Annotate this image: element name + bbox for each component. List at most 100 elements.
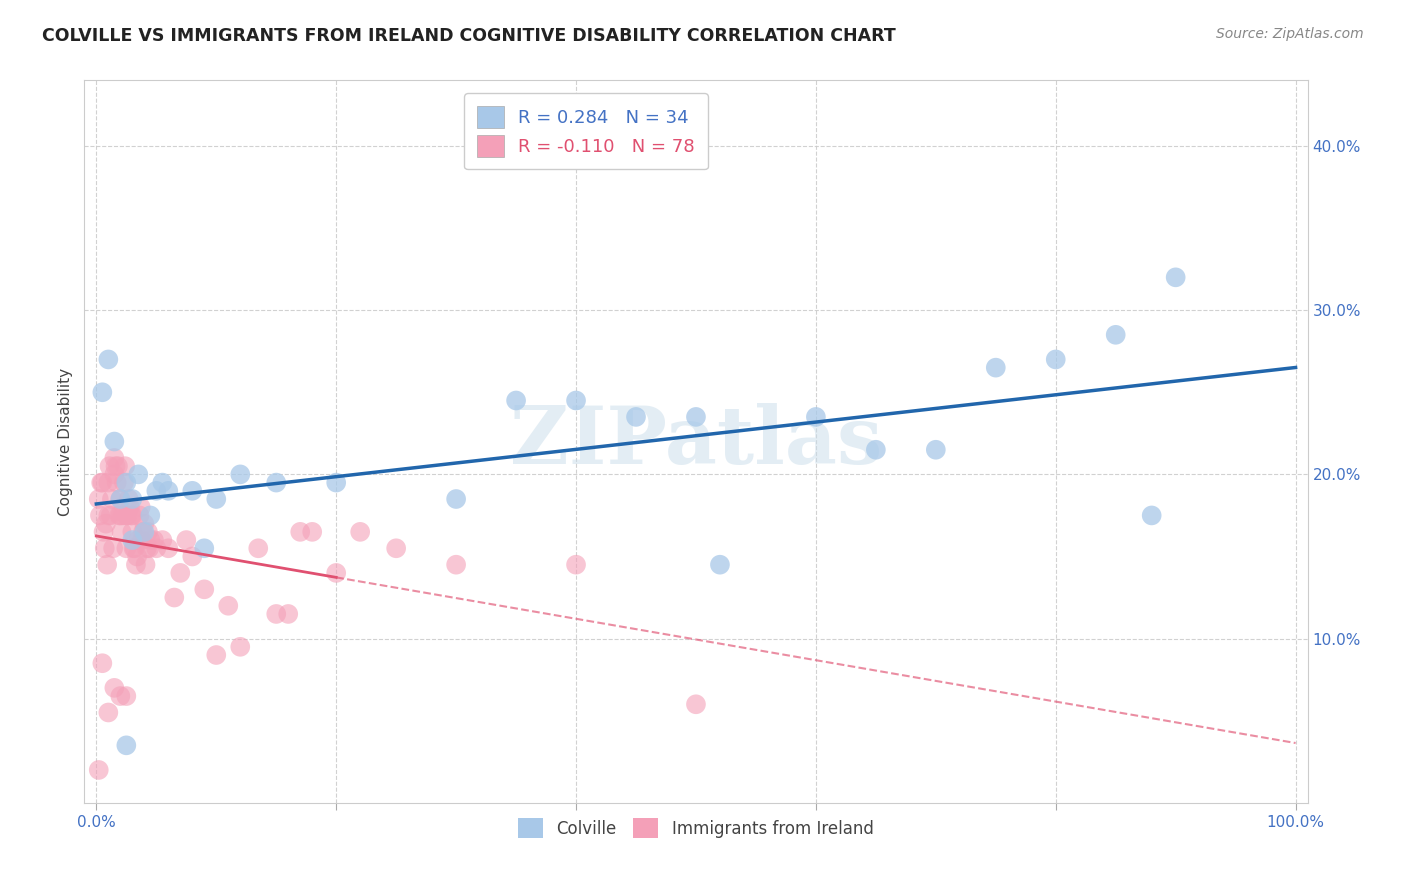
Point — [247, 541, 270, 556]
Point — [325, 475, 347, 490]
Point — [100, 508, 122, 523]
Point — [157, 483, 180, 498]
Point — [112, 475, 135, 490]
Point — [121, 508, 143, 523]
Point — [124, 541, 146, 556]
Point — [115, 689, 138, 703]
Point — [118, 491, 141, 506]
Point — [139, 508, 162, 523]
Point — [90, 475, 112, 490]
Point — [1045, 352, 1067, 367]
Text: Source: ZipAtlas.com: Source: ZipAtlas.com — [1216, 27, 1364, 41]
Text: ZIPatlas: ZIPatlas — [510, 402, 882, 481]
Point — [385, 541, 408, 556]
Point — [87, 491, 110, 506]
Point — [193, 541, 215, 556]
Point — [110, 689, 132, 703]
Point — [229, 640, 252, 654]
Point — [103, 467, 125, 482]
Point — [105, 475, 128, 490]
Point — [110, 508, 132, 523]
Point — [134, 516, 156, 531]
Point — [121, 524, 143, 539]
Point — [121, 533, 143, 547]
Point — [984, 360, 1007, 375]
Point — [120, 508, 142, 523]
Point — [145, 483, 167, 498]
Point — [229, 467, 252, 482]
Point — [1140, 508, 1163, 523]
Point — [115, 475, 138, 490]
Point — [91, 657, 114, 671]
Point — [97, 475, 120, 490]
Point — [925, 442, 948, 457]
Point — [101, 491, 124, 506]
Point — [103, 681, 125, 695]
Point — [115, 739, 138, 753]
Point — [301, 524, 323, 539]
Point — [135, 558, 157, 572]
Point — [108, 508, 131, 523]
Point — [136, 524, 159, 539]
Point — [91, 475, 114, 490]
Point — [134, 524, 156, 539]
Text: COLVILLE VS IMMIGRANTS FROM IRELAND COGNITIVE DISABILITY CORRELATION CHART: COLVILLE VS IMMIGRANTS FROM IRELAND COGN… — [42, 27, 896, 45]
Point — [277, 607, 299, 621]
Point — [205, 491, 228, 506]
Point — [118, 500, 141, 515]
Point — [97, 706, 120, 720]
Point — [103, 434, 125, 449]
Point — [624, 409, 647, 424]
Point — [505, 393, 527, 408]
Point — [97, 508, 120, 523]
Point — [87, 763, 110, 777]
Point — [181, 483, 204, 498]
Point — [444, 491, 467, 506]
Point — [804, 409, 827, 424]
Point — [97, 352, 120, 367]
Point — [325, 566, 347, 580]
Point — [122, 541, 145, 556]
Point — [174, 533, 197, 547]
Point — [129, 500, 152, 515]
Point — [132, 524, 155, 539]
Point — [565, 393, 588, 408]
Point — [94, 516, 117, 531]
Point — [128, 508, 150, 523]
Point — [264, 607, 287, 621]
Point — [93, 541, 117, 556]
Point — [145, 541, 167, 556]
Point — [865, 442, 887, 457]
Point — [127, 467, 149, 482]
Point — [565, 558, 588, 572]
Point — [444, 558, 467, 572]
Point — [114, 459, 136, 474]
Point — [142, 533, 165, 547]
Point — [110, 491, 132, 506]
Point — [91, 385, 114, 400]
Point — [107, 459, 129, 474]
Point — [98, 459, 121, 474]
Point — [157, 541, 180, 556]
Point — [139, 533, 162, 547]
Point — [101, 541, 124, 556]
Point — [709, 558, 731, 572]
Point — [685, 409, 707, 424]
Point — [264, 475, 287, 490]
Point — [135, 541, 157, 556]
Point — [104, 459, 127, 474]
Point — [150, 475, 173, 490]
Point — [685, 698, 707, 712]
Point — [349, 524, 371, 539]
Point — [217, 599, 239, 613]
Point — [89, 508, 111, 523]
Point — [138, 541, 160, 556]
Y-axis label: Cognitive Disability: Cognitive Disability — [58, 368, 73, 516]
Point — [125, 558, 148, 572]
Point — [121, 491, 143, 506]
Point — [193, 582, 215, 597]
Point — [205, 648, 228, 662]
Point — [1105, 327, 1128, 342]
Point — [115, 541, 138, 556]
Point — [127, 549, 149, 564]
